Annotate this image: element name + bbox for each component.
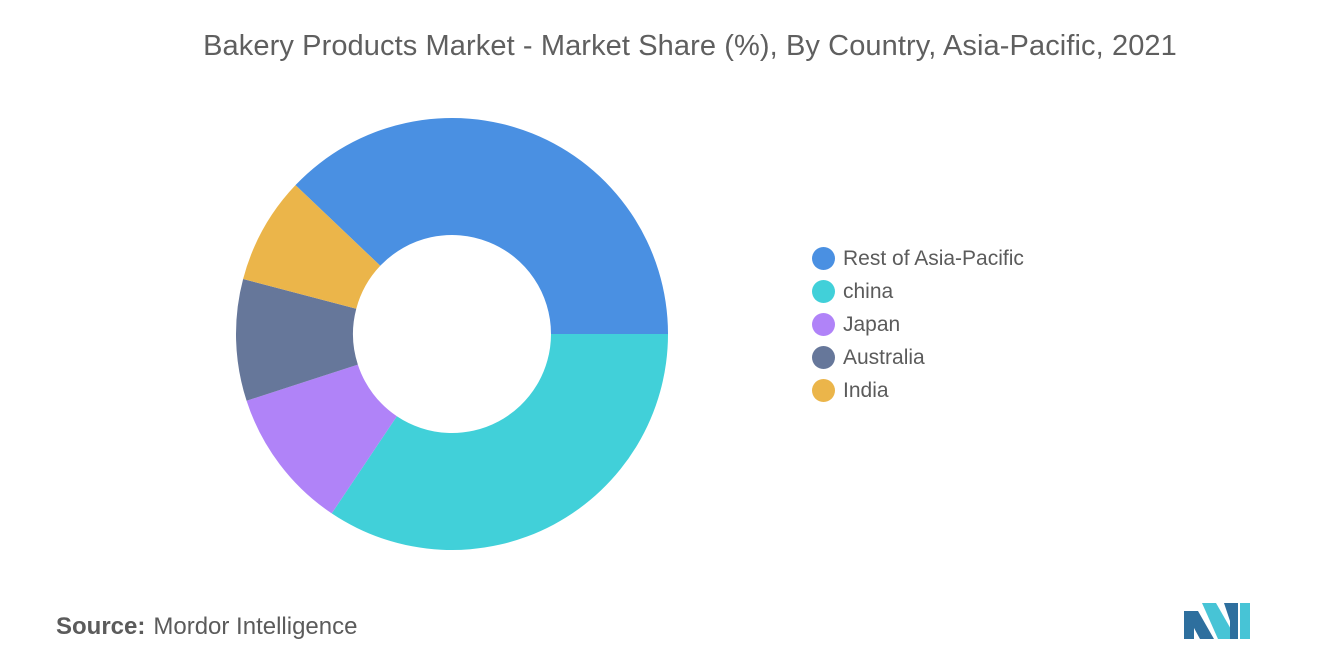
legend-label: Australia [843,345,925,369]
donut-slice-india [243,185,381,309]
chart-title: Bakery Products Market - Market Share (%… [203,30,1177,62]
legend-swatch [812,313,835,336]
legend-item: Japan [812,308,1024,341]
source-note: Source: Mordor Intelligence [56,613,357,641]
donut-slice-china [331,334,668,550]
legend-label: china [843,279,894,303]
legend-label: Rest of Asia-Pacific [843,246,1024,270]
legend-item: Australia [812,341,1024,374]
legend-swatch [812,379,835,402]
donut-slices [236,117,668,550]
donut-slice-rest-of-asia-pacific [295,117,668,335]
donut-slice-japan [246,364,397,514]
source-label: Source: [56,613,146,640]
legend-label: India [843,378,889,402]
legend-item: Rest of Asia-Pacific [812,242,1024,275]
legend-swatch [812,280,835,303]
legend-swatch [812,247,835,270]
legend-item: china [812,275,1024,308]
legend-swatch [812,346,835,369]
chart-legend: Rest of Asia-Pacific china Japan Australia I… [812,242,1024,407]
donut-slice-australia [236,278,358,401]
source-value: Mordor Intelligence [153,613,358,640]
legend-item: India [812,374,1024,407]
mordor-intelligence-logo-icon [1184,603,1250,639]
legend-label: Japan [843,312,901,336]
